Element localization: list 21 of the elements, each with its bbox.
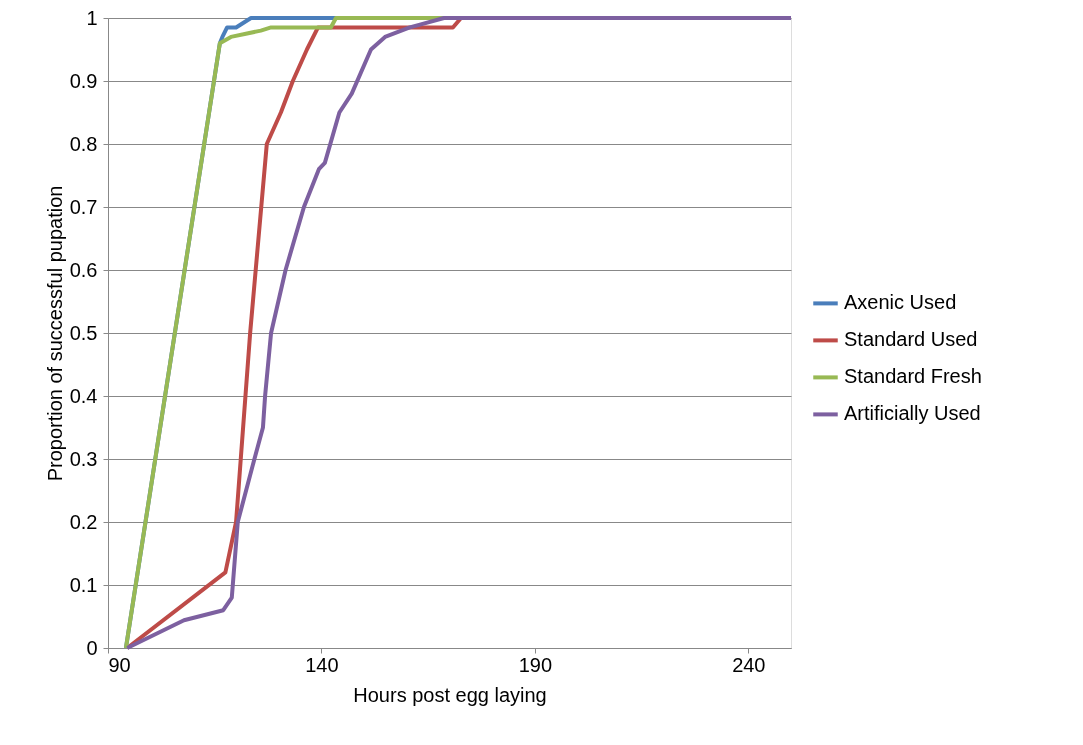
y-tick-label: 0.2 [69,510,98,533]
legend-label: Artificially Used [844,402,981,425]
legend-label: Standard Fresh [844,365,982,388]
x-tick-label: 190 [518,653,553,676]
y-tick-label: 0.9 [69,69,98,92]
y-tick-label: 0 [86,636,98,659]
y-tick-label: 0.5 [69,321,98,344]
y-tick-label: 1 [86,6,98,29]
x-tick-label: 90 [108,653,131,676]
x-tick-label: 240 [732,653,766,676]
y-tick-label: 0.6 [69,258,98,281]
y-tick-label: 0.1 [69,573,98,596]
y-tick-label: 0.7 [69,195,98,218]
y-axis-title: Proportion of successful pupation [43,185,66,482]
y-tick-label: 0.8 [69,132,98,155]
y-tick-label: 0.4 [69,384,98,407]
x-axis-title: Hours post egg laying [353,683,547,706]
y-tick-label: 0.3 [69,447,98,470]
legend-label: Axenic Used [844,291,957,314]
x-tick-label: 140 [305,653,339,676]
legend-label: Standard Used [844,328,978,351]
